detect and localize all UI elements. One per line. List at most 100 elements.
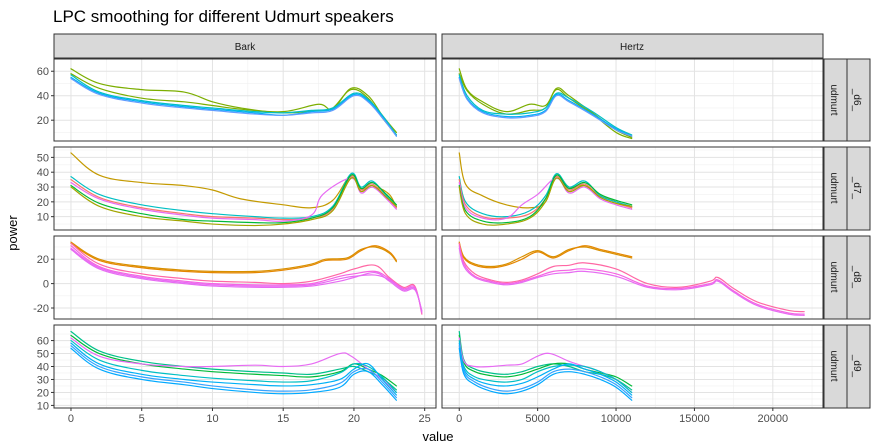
- panel-hertz-row2: [441, 146, 824, 231]
- row-strip-group-label: udmurt: [828, 261, 839, 292]
- x-tick-label: 15000: [679, 413, 710, 425]
- x-tick-label: 5000: [525, 413, 549, 425]
- series-line: [70, 74, 397, 136]
- y-axis-title: power: [5, 215, 20, 251]
- y-tick-label: 20: [37, 115, 49, 127]
- series-line: [458, 347, 633, 401]
- column-strip-bark: Bark: [53, 33, 437, 59]
- series-line: [70, 248, 423, 312]
- row-strip-3: udmurt _d8_: [823, 235, 871, 320]
- panel-background: [442, 59, 823, 141]
- series-line: [70, 152, 397, 209]
- panel-border: [53, 146, 437, 231]
- series-line: [70, 177, 397, 222]
- panel-bark-row4: [53, 324, 437, 409]
- series-line: [458, 74, 633, 136]
- row-strip-group-label: udmurt: [828, 350, 839, 381]
- series-line: [70, 242, 423, 315]
- y-tick-label: 60: [37, 66, 49, 78]
- x-tick-label: 0: [68, 413, 74, 425]
- series-line: [458, 173, 633, 218]
- y-tick-label: 20: [37, 387, 49, 399]
- series-line: [458, 177, 633, 221]
- row-strip-speaker-label: _d9_: [851, 354, 862, 378]
- x-tick-label: 25: [419, 413, 431, 425]
- y-tick-label: 50: [37, 152, 49, 164]
- series-line: [70, 342, 397, 396]
- x-tick-label: 20000: [758, 413, 789, 425]
- panel-bark-row1: [53, 58, 437, 142]
- y-tick-label: 10: [37, 400, 49, 412]
- row-strip-4: udmurt _d9_: [823, 324, 871, 409]
- y-tick-label: 50: [37, 349, 49, 361]
- series-line: [70, 174, 397, 224]
- y-tick-label: 40: [37, 167, 49, 179]
- series-line: [458, 242, 805, 313]
- column-strip-hertz: Hertz: [441, 33, 824, 59]
- panel-border: [441, 58, 824, 142]
- y-tick-label: 60: [37, 336, 49, 348]
- series-line: [70, 177, 397, 227]
- row-strip-speaker-label: _d6_: [851, 88, 862, 112]
- series-line: [458, 177, 633, 226]
- x-tick-label: 10: [206, 413, 218, 425]
- panel-hertz-row1: [441, 58, 824, 142]
- panel-hertz-row4: [441, 324, 824, 409]
- series-line: [458, 342, 633, 396]
- panel-background: [54, 236, 436, 319]
- series-line: [458, 334, 633, 387]
- row-strip-group-label: udmurt: [828, 172, 839, 203]
- x-tick-label: 20: [348, 413, 360, 425]
- series-line: [458, 339, 633, 394]
- y-tick-label: 10: [37, 212, 49, 224]
- x-tick-label: 5: [139, 413, 145, 425]
- panel-border: [53, 58, 437, 142]
- y-tick-label: 20: [37, 254, 49, 266]
- series-line: [458, 247, 805, 316]
- series-line: [458, 242, 633, 269]
- row-strip-group-label: udmurt: [828, 84, 839, 115]
- panel-border: [441, 235, 824, 320]
- series-line: [70, 77, 397, 137]
- series-line: [458, 174, 633, 224]
- row-strip-speaker-label: _d7_: [851, 176, 862, 200]
- x-axis-title: value: [422, 429, 453, 444]
- series-line: [458, 241, 633, 268]
- series-line: [70, 347, 397, 401]
- panel-hertz-row3: [441, 235, 824, 320]
- panel-background: [442, 147, 823, 230]
- series-line: [70, 339, 397, 394]
- series-line: [70, 247, 423, 313]
- series-line: [70, 172, 397, 219]
- series-line: [458, 77, 633, 137]
- series-line: [458, 245, 805, 315]
- panels-layer: [53, 58, 824, 409]
- series-line: [458, 345, 633, 399]
- y-tick-label: -20: [33, 303, 49, 315]
- series-line: [70, 241, 397, 273]
- series-line: [458, 76, 633, 137]
- series-line: [70, 73, 397, 134]
- series-line: [70, 345, 397, 399]
- y-tick-label: 40: [37, 362, 49, 374]
- panel-bark-row3: [53, 235, 437, 320]
- y-tick-label: 30: [37, 182, 49, 194]
- series-line: [70, 242, 397, 274]
- column-strip-label: Bark: [235, 42, 257, 53]
- x-tick-label: 15: [277, 413, 289, 425]
- y-tick-label: 40: [37, 91, 49, 103]
- x-tick-label: 10000: [601, 413, 632, 425]
- series-line: [70, 245, 423, 314]
- panel-border: [53, 235, 437, 320]
- panel-bark-row2: [53, 146, 437, 231]
- y-tick-label: 20: [37, 197, 49, 209]
- chart-title: LPC smoothing for different Udmurt speak…: [53, 7, 394, 26]
- panel-border: [441, 146, 824, 231]
- x-tick-label: 0: [456, 413, 462, 425]
- y-tick-label: 30: [37, 374, 49, 386]
- panel-border: [441, 324, 824, 409]
- row-strip-2: udmurt _d7_: [823, 146, 871, 231]
- row-strip-1: udmurt _d6_: [823, 58, 871, 142]
